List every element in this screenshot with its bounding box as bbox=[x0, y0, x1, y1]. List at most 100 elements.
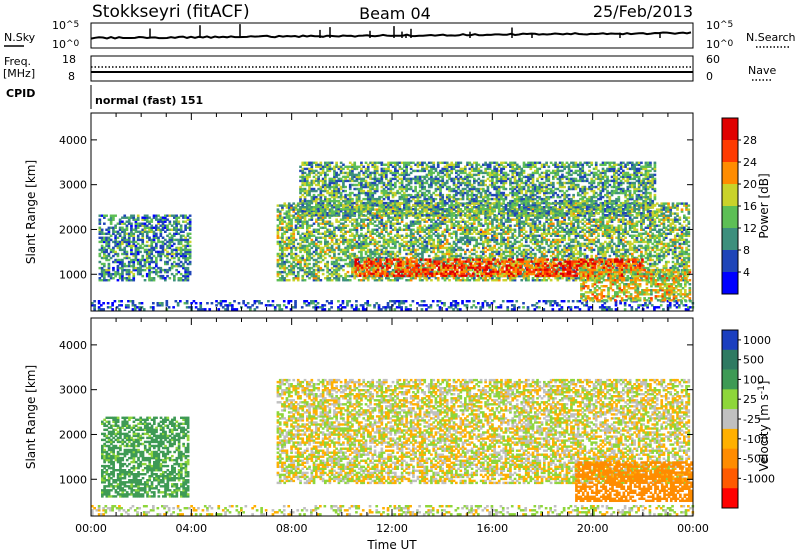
data-cell bbox=[308, 254, 311, 258]
data-cell bbox=[407, 212, 411, 215]
data-cell bbox=[396, 236, 399, 240]
nsky-right-tick-top: 10^5 bbox=[706, 19, 733, 32]
data-cell bbox=[296, 218, 300, 221]
data-cell bbox=[614, 308, 618, 311]
data-cell bbox=[414, 248, 417, 252]
data-cell bbox=[276, 224, 280, 227]
data-cell bbox=[371, 242, 375, 246]
data-cell bbox=[296, 277, 300, 280]
data-cell bbox=[321, 308, 324, 311]
data-cell bbox=[292, 246, 296, 250]
data-cell bbox=[170, 228, 174, 232]
data-cell bbox=[391, 246, 395, 250]
data-cell bbox=[231, 308, 234, 311]
data-cell bbox=[561, 234, 564, 238]
data-cell bbox=[588, 246, 591, 250]
data-cell bbox=[409, 236, 413, 240]
data-cell bbox=[689, 306, 692, 309]
data-cell bbox=[430, 236, 433, 240]
data-cell bbox=[515, 214, 519, 217]
data-cell bbox=[339, 274, 343, 278]
data-cell bbox=[348, 256, 352, 260]
data-cell bbox=[389, 216, 393, 219]
data-cell bbox=[166, 224, 169, 227]
data-cell bbox=[150, 220, 154, 223]
data-cell bbox=[538, 306, 541, 309]
data-cell bbox=[296, 266, 300, 270]
data-cell bbox=[373, 212, 377, 215]
data-cell bbox=[348, 246, 352, 250]
data-cell bbox=[112, 214, 115, 217]
data-cell bbox=[292, 266, 296, 270]
data-cell bbox=[273, 308, 277, 311]
data-cell bbox=[588, 230, 591, 234]
data-cell bbox=[418, 210, 422, 213]
data-cell bbox=[121, 222, 124, 225]
data-cell bbox=[583, 304, 586, 307]
data-cell bbox=[477, 214, 481, 217]
data-cell bbox=[561, 238, 564, 242]
data-cell bbox=[141, 230, 145, 234]
data-cell bbox=[308, 232, 311, 236]
data-cell bbox=[337, 272, 341, 276]
data-cell bbox=[441, 244, 445, 248]
data-cell bbox=[515, 254, 519, 258]
data-cell bbox=[394, 252, 397, 256]
data-cell bbox=[597, 240, 600, 244]
data-cell bbox=[303, 238, 307, 242]
data-cell bbox=[355, 220, 359, 223]
data-cell bbox=[477, 222, 481, 225]
data-cell bbox=[572, 232, 575, 236]
data-cell bbox=[330, 236, 334, 240]
data-cell bbox=[468, 300, 471, 303]
data-cell bbox=[296, 220, 300, 223]
data-cell bbox=[412, 240, 415, 244]
data-cell bbox=[488, 216, 492, 219]
data-cell bbox=[484, 218, 487, 221]
data-cell bbox=[641, 304, 645, 307]
data-cell bbox=[158, 302, 162, 305]
data-cell bbox=[608, 226, 612, 230]
data-cell bbox=[183, 302, 187, 305]
data-cell bbox=[524, 244, 528, 248]
data-cell bbox=[558, 260, 562, 264]
data-cell bbox=[585, 254, 589, 258]
data-cell bbox=[504, 232, 508, 236]
data-cell bbox=[177, 264, 181, 268]
data-cell bbox=[308, 252, 311, 256]
data-cell bbox=[509, 228, 512, 232]
data-cell bbox=[436, 270, 440, 274]
data-cell bbox=[184, 238, 187, 242]
data-cell bbox=[326, 252, 329, 256]
data-cell bbox=[394, 216, 397, 219]
data-cell bbox=[168, 277, 172, 280]
data-cell bbox=[394, 240, 397, 244]
data-cell bbox=[601, 306, 604, 309]
data-cell bbox=[473, 228, 476, 232]
data-cell bbox=[455, 252, 458, 256]
data-cell bbox=[549, 240, 553, 244]
data-cell bbox=[534, 254, 537, 258]
data-cell bbox=[116, 222, 120, 225]
data-cell bbox=[296, 262, 300, 266]
data-cell bbox=[445, 252, 449, 256]
data-cell bbox=[418, 228, 422, 232]
data-cell bbox=[173, 279, 176, 282]
data-cell bbox=[677, 306, 681, 309]
data-cell bbox=[353, 252, 357, 256]
data-cell bbox=[159, 228, 163, 232]
data-cell bbox=[509, 250, 512, 254]
data-cell bbox=[118, 258, 122, 262]
data-cell bbox=[306, 232, 309, 236]
data-cell bbox=[276, 218, 280, 221]
data-cell bbox=[351, 260, 354, 264]
data-cell bbox=[581, 230, 585, 234]
data-cell bbox=[432, 248, 436, 252]
data-cell bbox=[436, 238, 440, 242]
data-cell bbox=[510, 308, 514, 311]
data-cell bbox=[608, 306, 611, 309]
data-cell bbox=[306, 254, 309, 258]
data-cell bbox=[565, 279, 569, 282]
data-cell bbox=[355, 304, 358, 307]
data-cell bbox=[416, 252, 420, 256]
